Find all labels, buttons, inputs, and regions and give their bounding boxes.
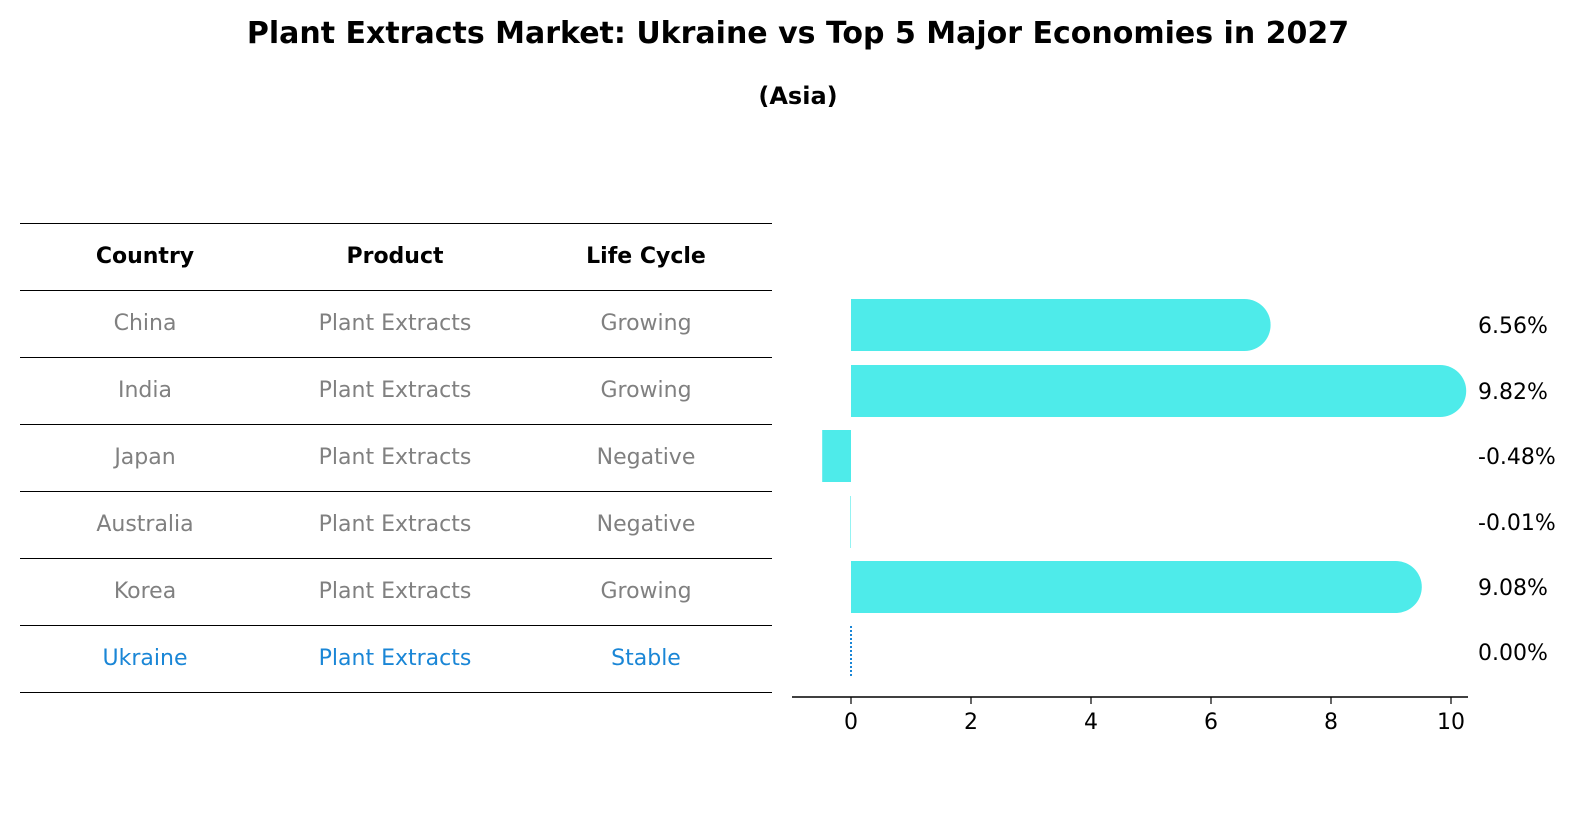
cell-life-cycle: Growing <box>600 378 692 403</box>
cell-country: Australia <box>96 512 194 537</box>
chart-subtitle: (Asia) <box>758 82 838 110</box>
chart-title: Plant Extracts Market: Ukraine vs Top 5 … <box>246 16 1350 51</box>
table-row: Japan Plant Extracts Negative <box>20 424 772 491</box>
bar-china <box>851 299 1271 351</box>
x-tick-label: 4 <box>1084 710 1098 735</box>
x-tick-label: 10 <box>1437 710 1465 735</box>
x-tick-label: 6 <box>1204 710 1218 735</box>
header-product: Product <box>346 244 444 269</box>
x-tick-label: 2 <box>964 710 978 735</box>
cell-product: Plant Extracts <box>318 579 472 604</box>
value-label-korea: 9.08% <box>1478 576 1548 601</box>
cell-product: Plant Extracts <box>318 378 472 403</box>
table-row: China Plant Extracts Growing <box>20 290 772 357</box>
cell-product: Plant Extracts <box>318 311 472 336</box>
value-label-india: 9.82% <box>1478 380 1548 405</box>
value-label-australia: -0.01% <box>1478 511 1556 536</box>
value-label-ukraine: 0.00% <box>1478 641 1548 666</box>
table-row: India Plant Extracts Growing <box>20 357 772 424</box>
table-row-highlighted: Ukraine Plant Extracts Stable <box>20 625 772 693</box>
bar-japan <box>822 430 851 482</box>
value-label-china: 6.56% <box>1478 314 1548 339</box>
cell-country: India <box>118 378 172 403</box>
header-country: Country <box>95 244 195 269</box>
table-header-row: Country Product Life Cycle <box>20 223 772 290</box>
cell-life-cycle: Growing <box>600 311 692 336</box>
table-row: Australia Plant Extracts Negative <box>20 491 772 558</box>
cell-life-cycle: Growing <box>600 579 692 604</box>
x-tick-label: 8 <box>1324 710 1338 735</box>
cell-product: Plant Extracts <box>318 646 472 671</box>
cell-country: Ukraine <box>102 646 188 671</box>
cell-country: Korea <box>113 579 177 604</box>
data-table: Country Product Life Cycle China Plant E… <box>20 223 772 693</box>
cell-country: Japan <box>114 445 176 470</box>
cell-life-cycle: Negative <box>596 512 696 537</box>
cell-product: Plant Extracts <box>318 512 472 537</box>
table-row: Korea Plant Extracts Growing <box>20 558 772 625</box>
cell-life-cycle: Stable <box>611 646 681 671</box>
value-label-japan: -0.48% <box>1478 445 1556 470</box>
bar-korea <box>851 561 1422 613</box>
cell-product: Plant Extracts <box>318 445 472 470</box>
header-life-cycle: Life Cycle <box>586 244 706 269</box>
cell-country: China <box>113 311 177 336</box>
bar-india <box>851 365 1467 417</box>
cell-life-cycle: Negative <box>596 445 696 470</box>
x-tick-label: 0 <box>844 710 858 735</box>
bar-australia <box>850 496 851 548</box>
